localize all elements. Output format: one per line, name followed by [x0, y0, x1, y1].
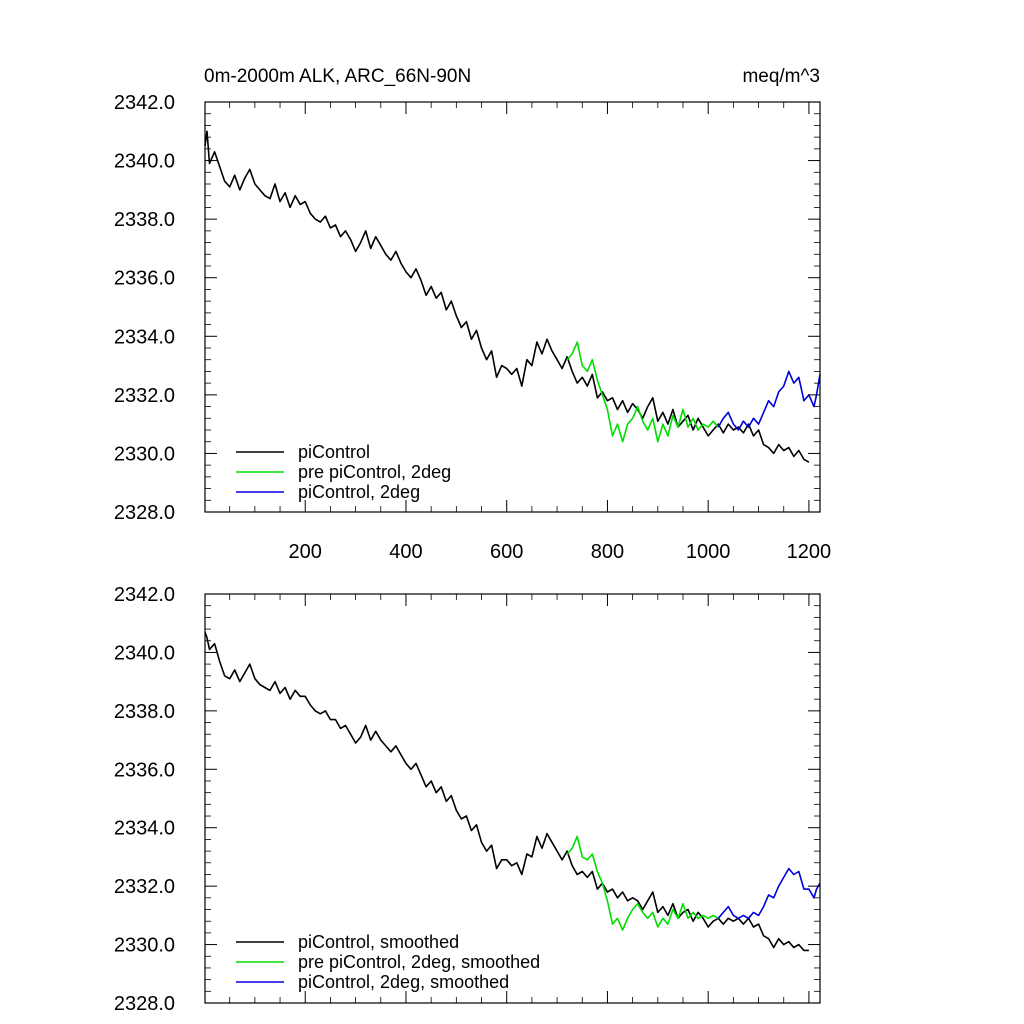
y-tick-label: 2340.0: [114, 642, 175, 664]
y-tick-label: 2342.0: [114, 92, 175, 114]
y-tick-label: 2332.0: [114, 876, 175, 898]
y-tick-label: 2328.0: [114, 502, 175, 524]
series-line-1-1: [204, 130, 810, 463]
series-line-2-1: [204, 631, 809, 952]
y-tick-label: 2332.0: [114, 385, 175, 407]
legend-label: piControl, 2deg, smoothed: [298, 972, 509, 992]
x-tick-label: 600: [490, 541, 523, 563]
panel-1-units: meq/m^3: [742, 66, 820, 87]
panel-2-plot: 2328.0 2330.0 2332.0 2334.0 2336.0 2338.0 2340…: [114, 584, 821, 1015]
panel-1-plot: 2328.0 2330.0 2332.0 2334.0 2336.0 2338.0 2340…: [114, 92, 831, 563]
legend-label: pre piControl, 2deg: [298, 462, 451, 482]
y-tick-label: 2330.0: [114, 935, 175, 957]
x-tick-label: 800: [591, 541, 624, 563]
panel-1-title: 0m-2000m ALK, ARC_66N-90N: [204, 66, 471, 87]
series-line-1-2: [566, 341, 719, 443]
legend-label: piControl, 2deg: [298, 482, 420, 502]
y-tick-label: 2328.0: [114, 993, 175, 1015]
series-line-1-3: [717, 370, 821, 431]
series-line-2-3: [717, 867, 821, 920]
y-tick-label: 2338.0: [114, 701, 175, 723]
y-tick-label: 2342.0: [114, 584, 175, 606]
x-tick-label: 1200: [787, 541, 832, 563]
y-tick-label: 2334.0: [114, 818, 175, 840]
legend-label: piControl: [298, 442, 370, 462]
y-tick-label: 2330.0: [114, 443, 175, 465]
series-line-2-2: [566, 835, 719, 931]
plot-frame: [204, 101, 821, 513]
x-tick-label: 200: [289, 541, 322, 563]
legend-label: pre piControl, 2deg, smoothed: [298, 952, 540, 972]
x-tick-label: 1000: [686, 541, 731, 563]
y-tick-label: 2338.0: [114, 209, 175, 231]
legend-label: piControl, smoothed: [298, 932, 459, 952]
x-tick-label: 400: [389, 541, 422, 563]
y-tick-label: 2336.0: [114, 759, 175, 781]
y-tick-label: 2334.0: [114, 326, 175, 348]
plot-frame: [204, 593, 821, 1004]
y-tick-label: 2340.0: [114, 151, 175, 173]
y-tick-label: 2336.0: [114, 268, 175, 290]
